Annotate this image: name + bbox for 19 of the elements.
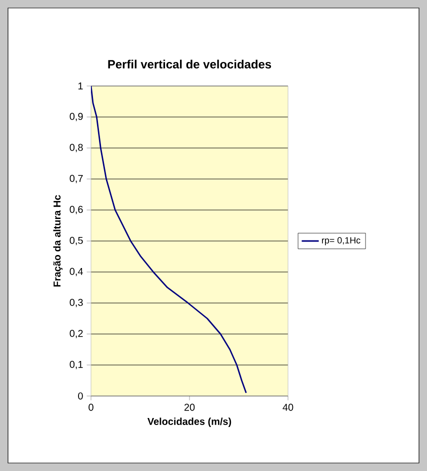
x-tick-label: 20 — [184, 404, 195, 411]
x-tick-label: 40 — [282, 404, 294, 411]
y-tick-label: 0 — [78, 392, 83, 400]
y-tick-label: 0,4 — [70, 268, 83, 276]
y-tick-label: 0,9 — [70, 112, 83, 122]
x-axis-title: Velocidades (m/s) — [147, 418, 232, 427]
y-tick-label: 1 — [78, 82, 83, 90]
y-tick-label: 0,6 — [70, 206, 83, 214]
y-tick-label: 0,5 — [70, 236, 83, 246]
y-tick-label: 0,7 — [70, 174, 83, 184]
y-tick-label: 0,1 — [70, 360, 83, 370]
y-tick-label: 0,3 — [70, 298, 83, 308]
chart-title: Perfil vertical de velocidades — [108, 60, 272, 68]
x-tick-label: 0 — [88, 404, 94, 411]
y-tick-label: 0,8 — [70, 144, 83, 152]
line-series — [91, 86, 247, 394]
legend-label: rp= 0,1Hc — [322, 237, 360, 246]
y-axis-title: Fração da altura Hc — [53, 195, 63, 287]
y-tick-label: 0,2 — [70, 330, 83, 338]
